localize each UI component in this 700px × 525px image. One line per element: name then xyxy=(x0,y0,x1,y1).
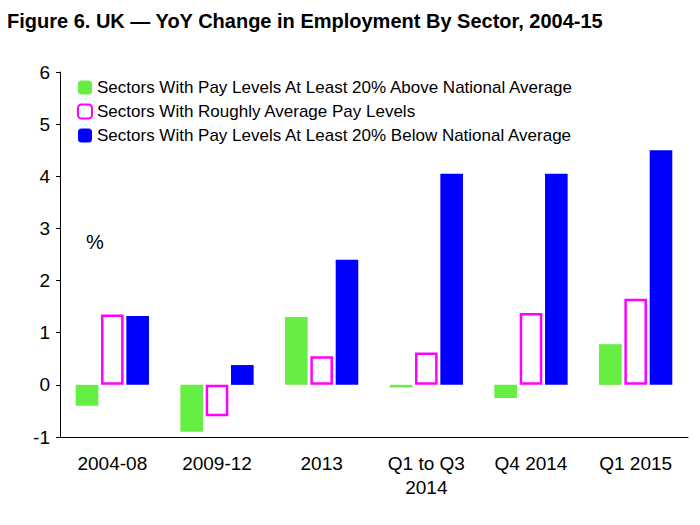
svg-text:Q1 2015: Q1 2015 xyxy=(599,453,672,474)
svg-text:2009-12: 2009-12 xyxy=(182,453,252,474)
svg-text:Sectors With Pay Levels At Lea: Sectors With Pay Levels At Least 20% Abo… xyxy=(97,78,572,97)
svg-text:1: 1 xyxy=(39,322,50,343)
svg-text:3: 3 xyxy=(39,218,50,239)
svg-text:Q4 2014: Q4 2014 xyxy=(495,453,568,474)
svg-text:0: 0 xyxy=(39,374,50,395)
svg-text:2: 2 xyxy=(39,270,50,291)
svg-text:5: 5 xyxy=(39,114,50,135)
svg-text:Figure 6. UK — YoY Change in E: Figure 6. UK — YoY Change in Employment … xyxy=(7,10,603,32)
svg-text:2014: 2014 xyxy=(405,477,448,498)
svg-text:6: 6 xyxy=(39,62,50,83)
svg-text:Sectors With Roughly Average P: Sectors With Roughly Average Pay Levels xyxy=(97,102,415,121)
svg-text:2013: 2013 xyxy=(301,453,343,474)
svg-text:Sectors With Pay Levels At Lea: Sectors With Pay Levels At Least 20% Bel… xyxy=(97,126,571,145)
svg-text:4: 4 xyxy=(39,166,50,187)
svg-text:2004-08: 2004-08 xyxy=(77,453,147,474)
svg-text:Q1 to Q3: Q1 to Q3 xyxy=(388,453,465,474)
svg-text:-1: -1 xyxy=(33,427,50,448)
svg-text:%: % xyxy=(86,231,104,253)
